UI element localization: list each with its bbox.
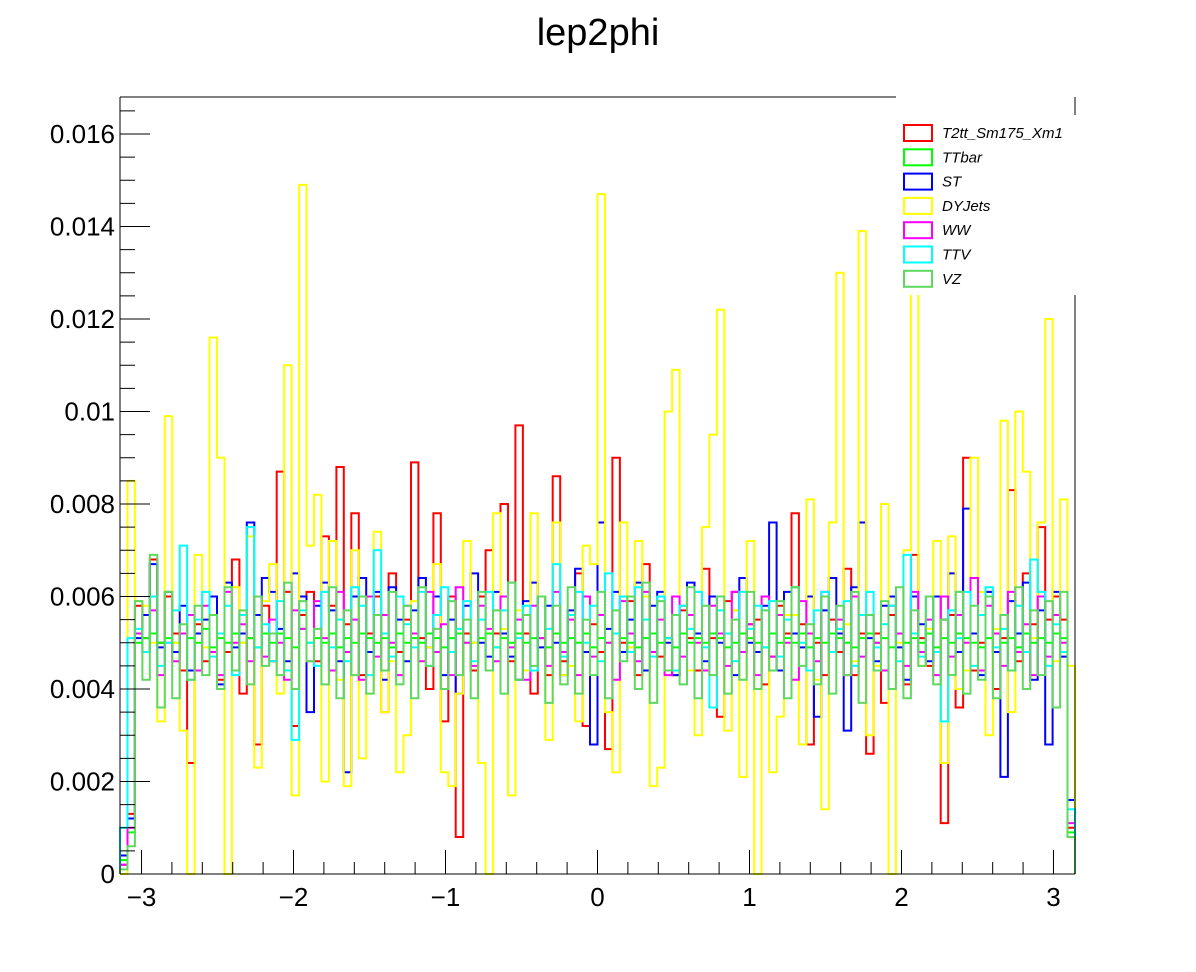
legend-label: WW	[942, 222, 972, 239]
legend-label: VZ	[942, 271, 962, 288]
legend-swatch	[903, 172, 933, 191]
x-tick-label: 2	[894, 882, 908, 912]
legend: T2tt_Sm175_Xm1 TTbar ST DYJets WW TTV VZ	[896, 115, 1090, 295]
legend-swatch	[903, 245, 933, 264]
x-tick-label: 1	[742, 882, 756, 912]
chart-title: lep2phi	[537, 12, 660, 54]
legend-swatch	[903, 221, 933, 240]
legend-swatch	[903, 269, 933, 288]
x-tick-label: 3	[1046, 882, 1060, 912]
y-tick-label: 0.004	[50, 674, 115, 704]
legend-label: T2tt_Sm175_Xm1	[942, 125, 1063, 142]
x-tick-label: 0	[590, 882, 604, 912]
x-tick-label: −3	[127, 882, 157, 912]
y-tick-label: 0.016	[50, 119, 115, 149]
legend-box	[896, 115, 1090, 295]
series-dyjets	[120, 183, 1076, 875]
legend-label: DYJets	[942, 198, 991, 215]
axes-layer: −3 −2 −1 0 1 2 3 0 0.002 0.004 0.006 0.008 0.01 0.012…	[50, 96, 1076, 912]
y-tick-label: 0.014	[50, 212, 115, 242]
series-vz	[119, 553, 1076, 874]
x-tick-label: −1	[431, 882, 461, 912]
legend-swatch	[903, 124, 933, 142]
series-layer	[119, 183, 1076, 875]
y-tick-label: 0.002	[50, 767, 115, 797]
legend-swatch	[903, 196, 933, 215]
legend-label: ST	[942, 174, 963, 191]
legend-swatch	[903, 148, 933, 167]
legend-label: TTbar	[942, 149, 983, 166]
y-tick-label: 0.006	[50, 582, 115, 612]
x-tick-label: −2	[279, 882, 309, 912]
y-tick-label: 0.01	[64, 397, 115, 427]
y-tick-label: 0.012	[50, 304, 115, 334]
y-tick-label: 0.008	[50, 489, 115, 519]
legend-label: TTV	[942, 247, 972, 264]
y-tick-label: 0	[101, 859, 115, 889]
